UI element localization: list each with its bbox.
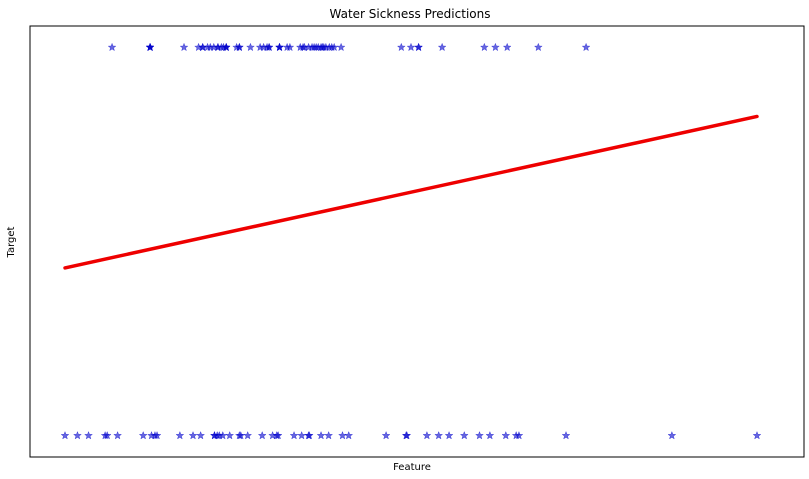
data-point-y1-0	[107, 42, 117, 52]
data-point-y1-58	[581, 42, 591, 52]
data-point-y0-37	[422, 430, 432, 440]
data-point-y1-18	[221, 42, 231, 52]
data-point-y0-10	[175, 430, 185, 440]
data-point-y1-55	[490, 42, 500, 52]
data-points	[60, 42, 762, 440]
regression-line-layer	[63, 114, 759, 270]
data-point-y0-25	[273, 430, 283, 440]
data-point-y0-43	[501, 430, 511, 440]
data-point-y1-48	[336, 42, 346, 52]
data-point-y0-1	[72, 430, 82, 440]
data-point-y0-34	[381, 430, 391, 440]
data-point-y0-2	[84, 430, 93, 440]
data-point-y1-52	[414, 42, 424, 52]
data-point-y0-18	[225, 430, 235, 440]
data-point-y0-33	[344, 430, 354, 440]
data-point-y0-9	[152, 430, 162, 440]
data-point-y0-21	[243, 430, 253, 440]
data-point-y1-21	[234, 42, 244, 52]
data-point-y0-42	[485, 430, 495, 440]
data-point-y0-39	[444, 430, 454, 440]
data-point-y1-5	[179, 42, 189, 52]
data-point-y1-32	[285, 42, 295, 52]
data-point-y0-48	[752, 430, 762, 440]
data-point-y1-57	[533, 42, 543, 52]
data-point-y1-50	[406, 42, 416, 52]
data-point-y1-56	[502, 42, 512, 52]
data-point-y0-26	[289, 430, 299, 440]
data-point-y0-4	[102, 430, 112, 440]
data-point-y0-0	[60, 430, 70, 440]
data-point-y0-5	[113, 430, 123, 440]
regression-line	[63, 114, 759, 270]
y-axis-label: Target	[6, 226, 17, 258]
data-point-y0-45	[514, 430, 524, 440]
data-point-y0-31	[324, 430, 334, 440]
plot-area	[29, 25, 805, 458]
data-point-y0-6	[138, 430, 148, 440]
data-point-y1-27	[264, 42, 274, 52]
data-point-y0-11	[188, 430, 198, 440]
data-point-y1-30	[275, 42, 284, 52]
chart-title: Water Sickness Predictions	[330, 7, 491, 21]
data-point-y1-4	[145, 42, 155, 52]
data-point-y1-22	[245, 42, 255, 52]
x-axis-label: Feature	[393, 462, 431, 473]
data-point-y1-53	[437, 42, 447, 52]
data-point-y0-47	[667, 430, 677, 440]
data-point-y0-30	[316, 430, 326, 440]
data-point-y0-29	[304, 430, 314, 440]
data-point-y0-41	[475, 430, 484, 440]
data-point-y1-54	[479, 42, 489, 52]
data-point-y0-40	[459, 430, 469, 440]
data-point-y1-49	[396, 42, 406, 52]
data-point-y0-38	[434, 430, 444, 440]
data-point-y0-46	[561, 430, 571, 440]
data-point-y0-12	[196, 430, 206, 440]
data-point-y0-22	[257, 430, 267, 440]
data-point-y0-36	[402, 430, 412, 440]
